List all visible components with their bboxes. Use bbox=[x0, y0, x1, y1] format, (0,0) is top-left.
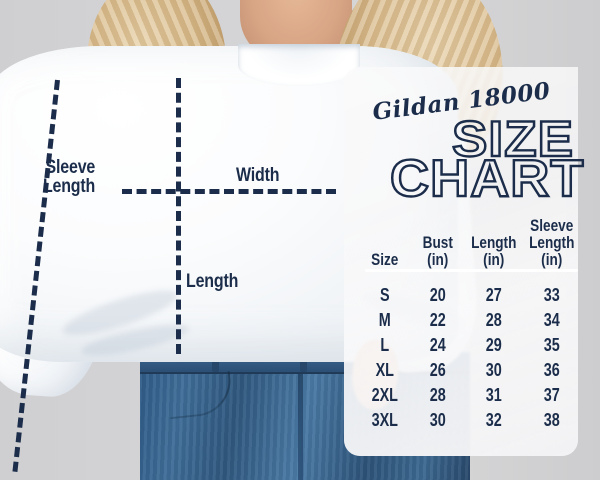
width-dashed-line bbox=[122, 189, 336, 194]
table-cell-bust_in: 28 bbox=[429, 384, 446, 405]
table-cell-length_in: 32 bbox=[485, 409, 502, 430]
length-label: Length bbox=[186, 271, 239, 292]
table-cell-sleeve_length_in: 34 bbox=[543, 309, 560, 330]
table-row: XL 26 30 36 bbox=[360, 357, 580, 382]
table-cell-size: S bbox=[379, 284, 390, 305]
table-cell-size: 2XL bbox=[371, 384, 398, 405]
belt-loop bbox=[300, 352, 307, 372]
column-header: Length (in) bbox=[471, 233, 517, 269]
table-cell-size: 3XL bbox=[371, 409, 398, 430]
table-row: L 24 29 35 bbox=[360, 332, 580, 357]
table-cell-sleeve_length_in: 35 bbox=[543, 334, 560, 355]
column-header: Sleeve Length (in) bbox=[528, 216, 574, 269]
table-header-divider bbox=[365, 269, 578, 272]
table-cell-bust_in: 26 bbox=[429, 359, 446, 380]
table-row: 3XL 30 32 38 bbox=[360, 407, 580, 432]
column-header: Size bbox=[371, 250, 399, 269]
table-row: 2XL 28 31 37 bbox=[360, 382, 580, 407]
table-row: S 20 27 33 bbox=[360, 282, 580, 307]
column-header: Bust (in) bbox=[422, 233, 453, 269]
belt-loop bbox=[212, 352, 219, 372]
table-cell-size: M bbox=[378, 309, 391, 330]
table-cell-sleeve_length_in: 38 bbox=[543, 409, 560, 430]
width-label: Width bbox=[236, 165, 280, 186]
table-cell-size: L bbox=[380, 334, 390, 355]
table-row: M 22 28 34 bbox=[360, 307, 580, 332]
table-cell-bust_in: 30 bbox=[429, 409, 446, 430]
table-header-row: Size Bust (in) Length (in) Sleeve Length (i… bbox=[360, 216, 580, 270]
table-cell-length_in: 28 bbox=[485, 309, 502, 330]
table-cell-size: XL bbox=[375, 359, 394, 380]
sweatshirt-collar bbox=[238, 44, 360, 86]
table-body: S 20 27 33 M 22 28 34 L 24 29 35 XL 26 30 36 2XL 28 31 37 3X… bbox=[360, 282, 580, 432]
heading-chart: CHART bbox=[389, 150, 585, 208]
table-cell-sleeve_length_in: 37 bbox=[543, 384, 560, 405]
table-cell-bust_in: 20 bbox=[429, 284, 446, 305]
table-cell-bust_in: 22 bbox=[429, 309, 446, 330]
table-cell-sleeve_length_in: 33 bbox=[543, 284, 560, 305]
table-cell-bust_in: 24 bbox=[429, 334, 446, 355]
table-cell-length_in: 31 bbox=[485, 384, 502, 405]
length-dashed-line bbox=[176, 78, 181, 354]
table-cell-length_in: 30 bbox=[485, 359, 502, 380]
heading-size: SIZE bbox=[451, 111, 575, 167]
table-cell-length_in: 29 bbox=[485, 334, 502, 355]
sleeve-length-label: Sleeve Length bbox=[42, 157, 96, 198]
table-cell-length_in: 27 bbox=[485, 284, 502, 305]
size-table: Size Bust (in) Length (in) Sleeve Length (i… bbox=[360, 216, 580, 432]
table-cell-sleeve_length_in: 36 bbox=[543, 359, 560, 380]
